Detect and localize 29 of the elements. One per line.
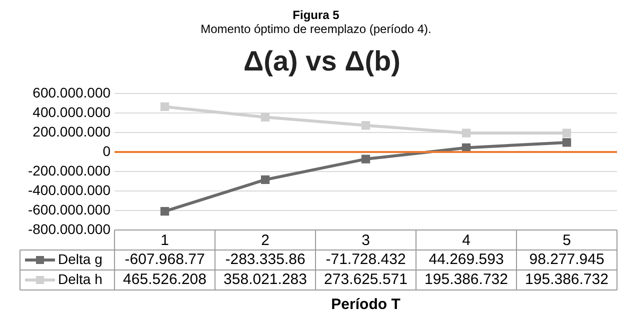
text: Momento óptimo de reemplazo (período 4).: [200, 22, 432, 36]
y-tick-label: 400.000.000: [32, 104, 111, 120]
x-tick-label: 5: [562, 232, 571, 250]
x-tick-label: 1: [160, 232, 169, 250]
data-label: -607.968.77: [124, 251, 205, 268]
x-tick-label: 2: [261, 232, 270, 250]
x-axis-title: Período T: [331, 296, 400, 314]
data-label: 195.386.732: [525, 271, 608, 288]
chart-subtitle: Figura 5: [292, 8, 340, 22]
data-label: -283.335.86: [225, 251, 306, 268]
legend-label: Delta h: [58, 270, 102, 287]
y-tick-label: 0: [102, 142, 111, 159]
data-label: -71.728.432: [326, 251, 406, 268]
data-label: 44.269.593: [428, 251, 504, 268]
chart-title: Δ(a) vs Δ(b): [244, 46, 400, 77]
data-label: 465.526.208: [123, 271, 206, 288]
y-tick-label: -400.000.000: [28, 182, 111, 198]
legend-label: Delta g: [58, 250, 102, 267]
y-tick-label: -800.000.000: [28, 220, 111, 237]
x-tick-label: 4: [462, 232, 470, 250]
data-label: 358.021.283: [224, 271, 307, 288]
y-tick-label: 200.000.000: [32, 123, 111, 140]
data-label: 195.386.732: [424, 271, 508, 288]
y-tick-label: -200.000.000: [28, 162, 111, 178]
data-label: 98.277.945: [529, 251, 604, 268]
x-tick-label: 3: [362, 232, 370, 250]
y-tick-label: 600.000.000: [32, 84, 111, 100]
data-label: 273.625.571: [324, 271, 408, 288]
y-tick-label: -600.000.000: [28, 201, 111, 218]
